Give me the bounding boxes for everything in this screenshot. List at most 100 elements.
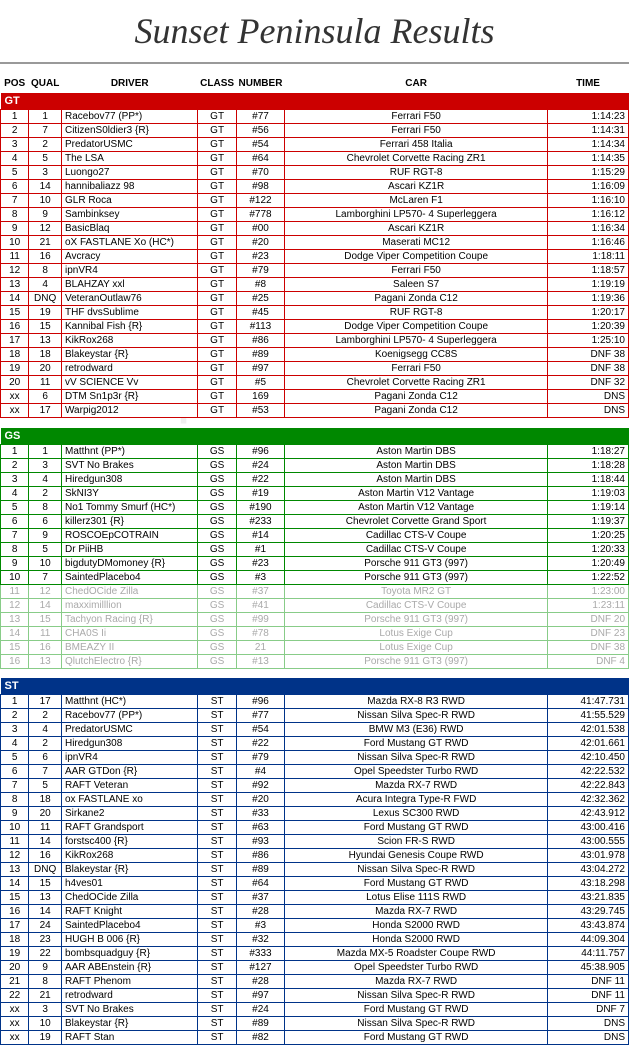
cell-qual: 2 [29, 709, 62, 723]
cell-car: Ascari KZ1R [285, 222, 548, 236]
cell-pos: 6 [1, 765, 29, 779]
cell-num: 169 [236, 390, 284, 404]
cell-driver: retrodward [61, 989, 197, 1003]
table-row: 85Dr PiiHBGS#1Cadillac CTS-V Coupe1:20:3… [1, 542, 629, 556]
cell-time: 1:14:31 [548, 124, 629, 138]
cell-driver: ox FASTLANE xo [61, 793, 197, 807]
cell-driver: CitizenS0ldier3 {R} [61, 124, 197, 138]
table-row: 2221retrodwardST#97Nissan Silva Spec-R R… [1, 989, 629, 1003]
cell-time: DNF 7 [548, 1003, 629, 1017]
cell-car: Honda S2000 RWD [285, 919, 548, 933]
cell-pos: 5 [1, 500, 29, 514]
section-header-gt: GT [1, 93, 629, 110]
table-row: 75RAFT VeteranST#92Mazda RX-7 RWD42:22.8… [1, 779, 629, 793]
cell-pos: 3 [1, 472, 29, 486]
cell-class: GT [198, 320, 236, 334]
table-row: 818ox FASTLANE xoST#20Acura Integra Type… [1, 793, 629, 807]
cell-driver: PredatorUSMC [61, 138, 197, 152]
cell-driver: BLAHZAY xxl [61, 278, 197, 292]
table-row: 134BLAHZAY xxlGT#8Saleen S71:19:19 [1, 278, 629, 292]
cell-pos: 12 [1, 849, 29, 863]
cell-num: #54 [236, 138, 284, 152]
cell-time: 43:01.978 [548, 849, 629, 863]
cell-time: 1:18:28 [548, 458, 629, 472]
cell-driver: CHA0S Ii [61, 626, 197, 640]
cell-pos: 2 [1, 458, 29, 472]
cell-qual: 8 [29, 500, 62, 514]
cell-num: #93 [236, 835, 284, 849]
cell-num: #20 [236, 793, 284, 807]
cell-car: Ford Mustang GT RWD [285, 737, 548, 751]
cell-class: GT [198, 376, 236, 390]
cell-time: 43:04.272 [548, 863, 629, 877]
cell-driver: ipnVR4 [61, 264, 197, 278]
cell-class: GS [198, 570, 236, 584]
cell-num: #14 [236, 528, 284, 542]
cell-car: Chevrolet Corvette Racing ZR1 [285, 376, 548, 390]
table-row: 218RAFT PhenomST#28Mazda RX-7 RWDDNF 11 [1, 975, 629, 989]
cell-pos: 16 [1, 320, 29, 334]
cell-driver: RAFT Grandsport [61, 821, 197, 835]
cell-car: Lotus Exige Cup [285, 640, 548, 654]
cell-driver: killerz301 {R} [61, 514, 197, 528]
cell-car: Pagani Zonda C12 [285, 390, 548, 404]
table-row: 1116AvcracyGT#23Dodge Viper Competition … [1, 250, 629, 264]
cell-num: #82 [236, 1031, 284, 1045]
table-row: 89SambinkseyGT#778Lamborghini LP570- 4 S… [1, 208, 629, 222]
cell-num: #63 [236, 821, 284, 835]
cell-num: #98 [236, 180, 284, 194]
cell-pos: 17 [1, 919, 29, 933]
cell-class: ST [198, 835, 236, 849]
cell-qual: 3 [29, 166, 62, 180]
cell-car: Nissan Silva Spec-R RWD [285, 751, 548, 765]
cell-class: GS [198, 486, 236, 500]
cell-qual: 6 [29, 514, 62, 528]
cell-time: 1:18:57 [548, 264, 629, 278]
cell-class: ST [198, 695, 236, 709]
cell-driver: No1 Tommy Smurf (HC*) [61, 500, 197, 514]
table-row: 912BasicBlaqGT#00Ascari KZ1R1:16:34 [1, 222, 629, 236]
cell-driver: SkNI3Y [61, 486, 197, 500]
cell-driver: QlutchElectro {R} [61, 654, 197, 668]
cell-class: ST [198, 863, 236, 877]
cell-time: DNF 11 [548, 989, 629, 1003]
cell-qual: 3 [29, 458, 62, 472]
table-row: 1112ChedOCide ZillaGS#37Toyota MR2 GT1:2… [1, 584, 629, 598]
cell-qual: 23 [29, 933, 62, 947]
cell-num: #28 [236, 905, 284, 919]
cell-car: Nissan Silva Spec-R RWD [285, 1017, 548, 1031]
cell-driver: KikRox268 [61, 849, 197, 863]
cell-num: #333 [236, 947, 284, 961]
cell-car: Aston Martin V12 Vantage [285, 486, 548, 500]
table-row: 710GLR RocaGT#122McLaren F11:16:10 [1, 194, 629, 208]
cell-driver: Tachyon Racing {R} [61, 612, 197, 626]
cell-class: ST [198, 751, 236, 765]
cell-qual: 9 [29, 528, 62, 542]
cell-pos: xx [1, 1017, 29, 1031]
cell-car: Lexus SC300 RWD [285, 807, 548, 821]
table-row: 1411CHA0S IiGS#78Lotus Exige CupDNF 23 [1, 626, 629, 640]
cell-car: Lotus Exige Cup [285, 626, 548, 640]
cell-driver: vV SCIENCE Vv [61, 376, 197, 390]
table-row: 58No1 Tommy Smurf (HC*)GS#190Aston Marti… [1, 500, 629, 514]
cell-num: #127 [236, 961, 284, 975]
table-row: 1214maxximilllionGS#41Cadillac CTS-V Cou… [1, 598, 629, 612]
cell-car: Porsche 911 GT3 (997) [285, 654, 548, 668]
cell-pos: 4 [1, 152, 29, 166]
cell-num: #37 [236, 891, 284, 905]
cell-qual: DNQ [29, 863, 62, 877]
cell-time: 43:00.555 [548, 835, 629, 849]
cell-driver: retrodward [61, 362, 197, 376]
cell-pos: 18 [1, 348, 29, 362]
cell-pos: 1 [1, 695, 29, 709]
cell-time: 1:22:52 [548, 570, 629, 584]
cell-driver: Sirkane2 [61, 807, 197, 821]
cell-pos: xx [1, 1003, 29, 1017]
cell-driver: ipnVR4 [61, 751, 197, 765]
cell-pos: 6 [1, 514, 29, 528]
cell-driver: RAFT Phenom [61, 975, 197, 989]
cell-num: #23 [236, 250, 284, 264]
cell-qual: 4 [29, 472, 62, 486]
table-row: 1315Tachyon Racing {R}GS#99Porsche 911 G… [1, 612, 629, 626]
cell-time: 41:47.731 [548, 695, 629, 709]
